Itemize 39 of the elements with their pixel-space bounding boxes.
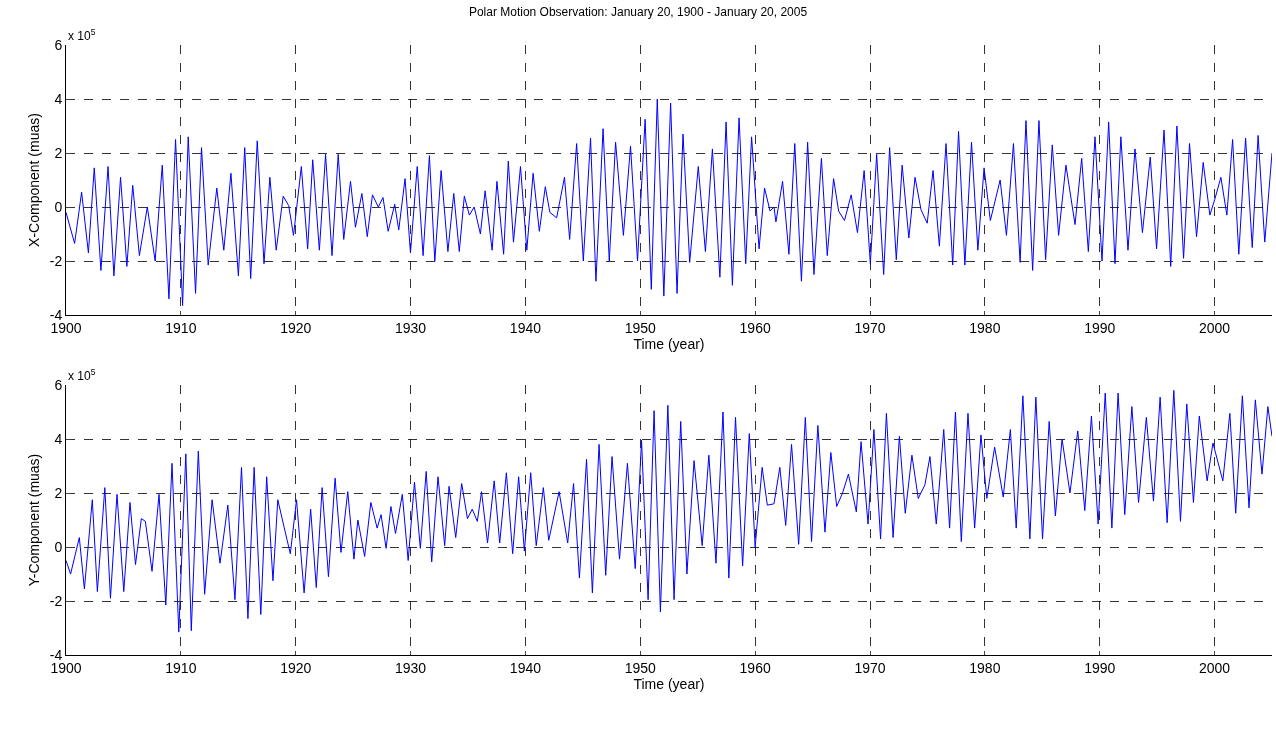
x-tick-label: 1910 (165, 319, 197, 336)
x-tick-label: 1990 (1084, 319, 1116, 336)
x-tick-label: 1930 (394, 319, 427, 336)
x-tick-label: 1920 (280, 319, 312, 336)
y-tick-label: 0 (54, 538, 63, 555)
x-tick-label: 1960 (739, 319, 771, 336)
y-tick-label: 6 (54, 36, 63, 53)
x-tick-label: 1970 (854, 659, 886, 676)
x-tick-label: 1960 (739, 659, 771, 676)
text: x 10$^{5}$ (68, 367, 96, 384)
y-tick-label: 0 (54, 198, 63, 215)
x-tick-label: 1950 (624, 319, 657, 336)
y-axis-title: X-Component (muas) (26, 113, 43, 247)
x-tick-label: 2000 (1198, 659, 1231, 676)
x-tick-label: 1980 (969, 659, 1001, 676)
x-axis-title: Time (year) (633, 335, 705, 352)
x-tick-label: 1980 (969, 319, 1001, 336)
text: x 10$^{5}$ (68, 27, 96, 44)
x-tick-label: 1990 (1084, 659, 1116, 676)
x-tick-label: 2000 (1198, 319, 1231, 336)
x-axis-title: Time (year) (633, 675, 705, 692)
y-tick-label: 2 (54, 144, 63, 161)
x-tick-label: 1920 (280, 659, 312, 676)
x-tick-label: 1930 (394, 659, 427, 676)
y-tick-label: 2 (54, 484, 63, 501)
line-series (66, 389, 1272, 633)
y-tick-label: -2 (49, 592, 63, 609)
line-series (66, 98, 1272, 307)
x-tick-label: 1950 (624, 659, 657, 676)
y-tick-label: -2 (49, 252, 63, 269)
x-tick-label: 1940 (509, 659, 542, 676)
x-tick-label: 1940 (509, 319, 542, 336)
y-tick-label: 6 (54, 376, 63, 393)
y-tick-label: 4 (54, 90, 63, 107)
y-tick-label: 4 (54, 430, 63, 447)
x-tick-label: 1970 (854, 319, 886, 336)
chart-title: Polar Motion Observation: January 20, 1900 - January 20, 2005 (468, 5, 808, 20)
y-axis-title: Y-Component (muas) (26, 453, 43, 587)
x-tick-label: 1910 (165, 659, 197, 676)
